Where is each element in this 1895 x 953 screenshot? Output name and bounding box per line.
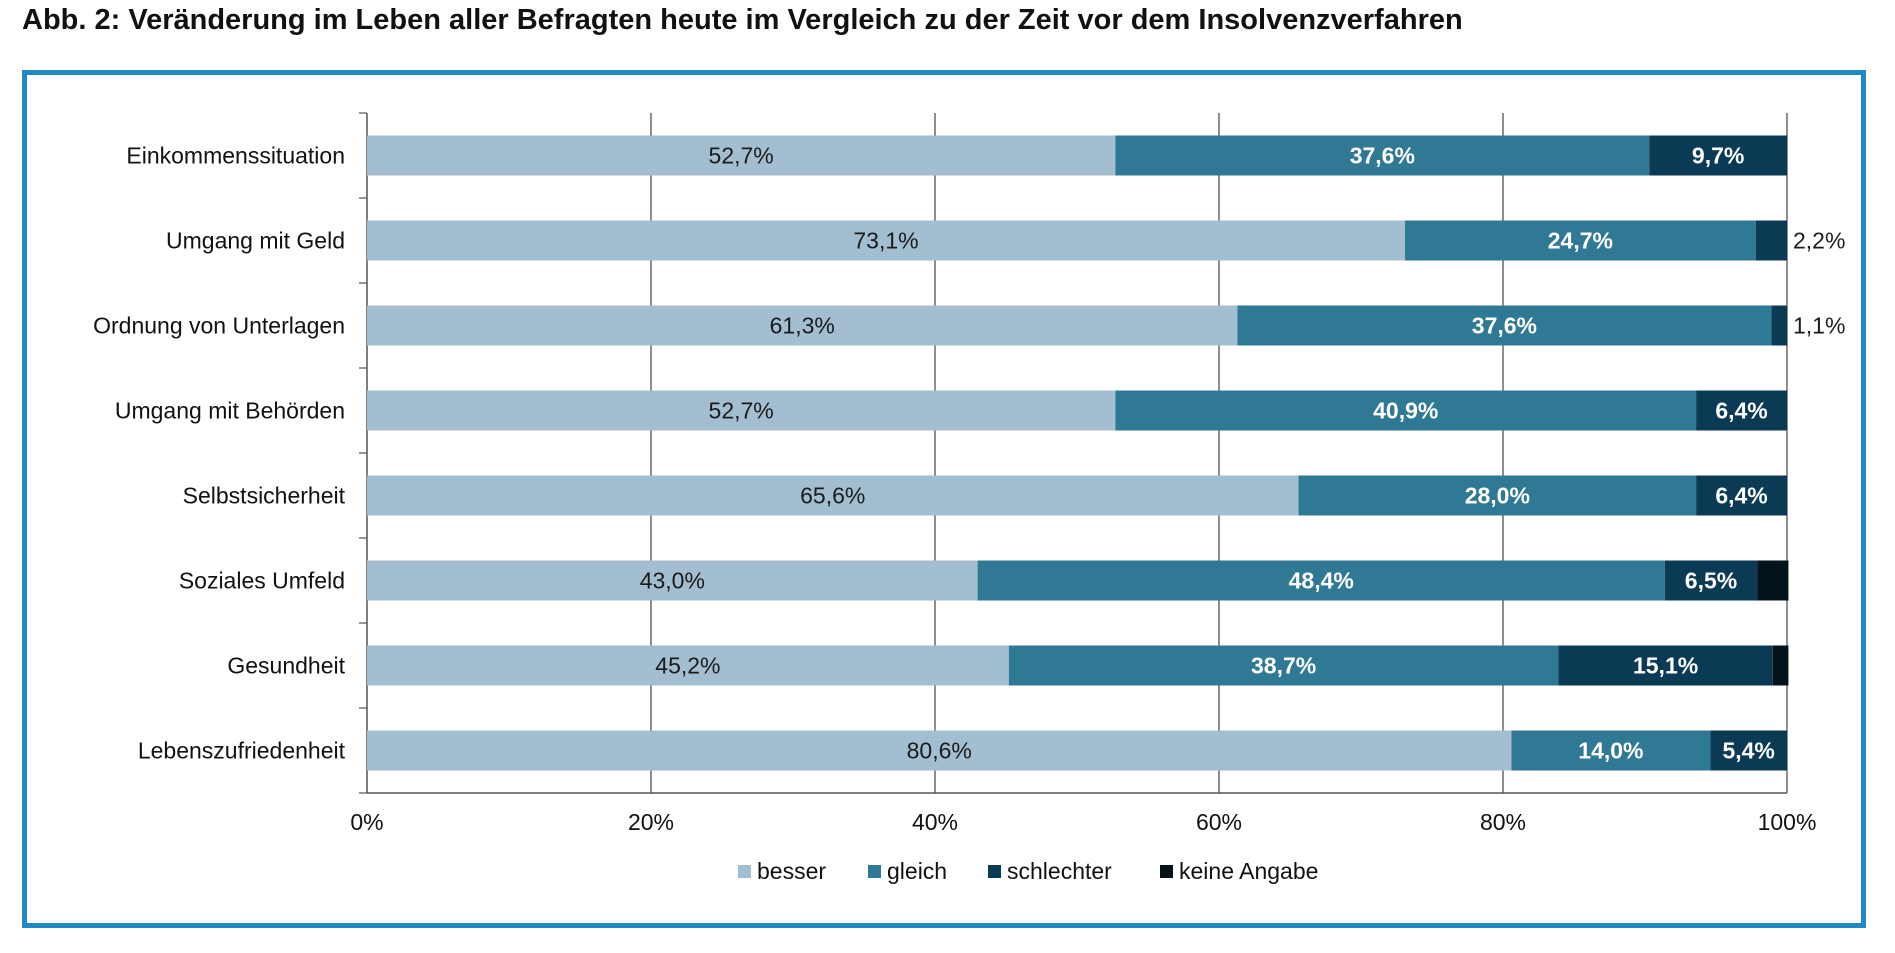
bar-segment bbox=[1696, 475, 1787, 516]
bar-segment bbox=[367, 475, 1299, 516]
data-label: 65,6% bbox=[800, 483, 865, 509]
category-label: Lebenszufriedenheit bbox=[138, 738, 346, 764]
category-label: Einkommenssituation bbox=[126, 143, 345, 169]
bar-segment bbox=[1772, 645, 1789, 686]
category-label: Selbstsicherheit bbox=[183, 483, 346, 509]
data-label: 1,1% bbox=[1793, 313, 1845, 339]
bar-segment bbox=[1649, 135, 1787, 176]
x-tick-label: 80% bbox=[1480, 809, 1526, 835]
category-label: Umgang mit Geld bbox=[166, 228, 345, 254]
data-label: 5,4% bbox=[1722, 738, 1774, 764]
data-label: 45,2% bbox=[655, 653, 720, 679]
legend-swatch bbox=[738, 865, 751, 878]
data-label: 9,7% bbox=[1692, 143, 1744, 169]
x-tick-label: 60% bbox=[1196, 809, 1242, 835]
bar-segment bbox=[367, 560, 978, 601]
data-label: 61,3% bbox=[770, 313, 835, 339]
bar-segment bbox=[1405, 220, 1756, 261]
legend-swatch bbox=[1160, 865, 1173, 878]
bar-segment bbox=[1008, 645, 1559, 686]
legend-swatch bbox=[988, 865, 1001, 878]
x-tick-label: 20% bbox=[628, 809, 674, 835]
legend-label: keine Angabe bbox=[1179, 858, 1318, 884]
data-label: 24,7% bbox=[1548, 228, 1613, 254]
bar-segment bbox=[367, 730, 1512, 771]
data-label: 14,0% bbox=[1578, 738, 1643, 764]
legend-label: gleich bbox=[887, 858, 947, 884]
data-label: 28,0% bbox=[1465, 483, 1530, 509]
bar-segment bbox=[1115, 135, 1650, 176]
data-label: 37,6% bbox=[1472, 313, 1537, 339]
data-label: 73,1% bbox=[853, 228, 918, 254]
bar-segment bbox=[1771, 305, 1787, 346]
bar-segment bbox=[1237, 305, 1772, 346]
bar-segment bbox=[1710, 730, 1787, 771]
data-label: 38,7% bbox=[1251, 653, 1316, 679]
bar-segment bbox=[367, 305, 1238, 346]
x-tick-label: 0% bbox=[350, 809, 383, 835]
bar-segment bbox=[367, 135, 1116, 176]
data-label: 43,0% bbox=[640, 568, 705, 594]
bar-segment bbox=[977, 560, 1665, 601]
legend-label: schlechter bbox=[1007, 858, 1112, 884]
data-label: 48,4% bbox=[1289, 568, 1354, 594]
data-label: 52,7% bbox=[709, 398, 774, 424]
data-label: 80,6% bbox=[907, 738, 972, 764]
bar-segment bbox=[1115, 390, 1697, 431]
bar-segment bbox=[1511, 730, 1711, 771]
legend-label: besser bbox=[757, 858, 826, 884]
category-label: Gesundheit bbox=[227, 653, 345, 679]
bar-segment bbox=[1757, 560, 1789, 601]
category-label: Umgang mit Behörden bbox=[115, 398, 345, 424]
data-label: 2,2% bbox=[1793, 228, 1845, 254]
data-label: 6,4% bbox=[1715, 483, 1767, 509]
page-title: Abb. 2: Veränderung im Leben aller Befra… bbox=[22, 4, 1463, 36]
data-label: 15,1% bbox=[1633, 653, 1698, 679]
bar-segment bbox=[1696, 390, 1787, 431]
bar-segment bbox=[367, 220, 1406, 261]
data-label: 40,9% bbox=[1373, 398, 1438, 424]
data-label: 6,5% bbox=[1685, 568, 1737, 594]
category-label: Soziales Umfeld bbox=[179, 568, 345, 594]
data-label: 37,6% bbox=[1350, 143, 1415, 169]
bar-segment bbox=[367, 645, 1009, 686]
category-label: Ordnung von Unterlagen bbox=[93, 313, 345, 339]
bar-segment bbox=[1755, 220, 1787, 261]
chart-frame bbox=[22, 70, 1866, 928]
bar-segment bbox=[1664, 560, 1758, 601]
legend-swatch bbox=[868, 865, 881, 878]
data-label: 6,4% bbox=[1715, 398, 1767, 424]
data-label: 52,7% bbox=[709, 143, 774, 169]
bar-segment bbox=[1558, 645, 1773, 686]
bar-segment bbox=[367, 390, 1116, 431]
x-tick-label: 40% bbox=[912, 809, 958, 835]
bar-segment bbox=[1298, 475, 1697, 516]
x-tick-label: 100% bbox=[1758, 809, 1817, 835]
